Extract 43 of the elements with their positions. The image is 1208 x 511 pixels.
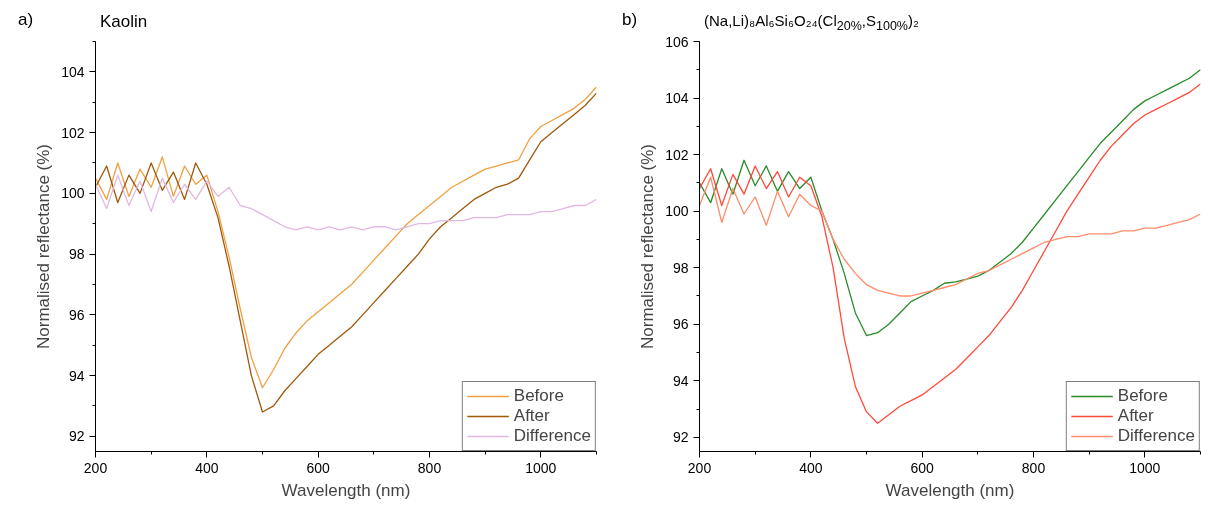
legend-label: After — [1117, 406, 1154, 426]
x-tick-label: 600 — [910, 459, 935, 476]
line-series — [699, 69, 1201, 337]
y-tick-label: 98 — [68, 246, 85, 263]
line-series — [95, 174, 597, 231]
y-tick-label: 106 — [665, 33, 689, 50]
x-tick-label: 1000 — [525, 459, 557, 476]
y-tick-label: 96 — [68, 306, 85, 323]
x-tick-label: 800 — [1021, 459, 1046, 476]
y-tick-label: 94 — [672, 372, 689, 389]
y-tick-label: 104 — [665, 90, 689, 107]
x-tick-label: 400 — [195, 459, 219, 476]
y-tick-label: 100 — [61, 185, 85, 202]
legend-label: Difference — [1117, 426, 1195, 446]
x-tick-label: 800 — [417, 459, 442, 476]
legend-label: Difference — [513, 426, 591, 446]
y-axis-title: Normalised reflectance (%) — [638, 143, 658, 350]
legend-label: Before — [513, 386, 564, 406]
text: b) — [622, 9, 638, 31]
line-series — [699, 83, 1201, 424]
y-tick-label: 96 — [672, 316, 689, 333]
y-tick-label: 92 — [68, 428, 85, 445]
x-tick-label: 400 — [799, 459, 823, 476]
y-tick-label: 94 — [68, 367, 85, 384]
text: a) — [18, 9, 34, 31]
y-tick-label: 104 — [61, 63, 85, 80]
y-tick-label: 102 — [61, 124, 85, 141]
legend-label: Before — [1117, 386, 1168, 406]
x-axis-title: Wavelength (nm) — [281, 480, 411, 500]
y-axis-title: Normalised reflectance (%) — [34, 143, 54, 350]
chart-title: Kaolin — [100, 11, 148, 33]
y-tick-label: 92 — [672, 429, 689, 446]
x-tick-label: 200 — [687, 459, 712, 476]
x-tick-label: 600 — [306, 459, 331, 476]
x-axis-title: Wavelength (nm) — [885, 480, 1015, 500]
y-tick-label: 100 — [665, 203, 689, 220]
line-series — [699, 176, 1201, 297]
y-tick-label: 98 — [672, 259, 689, 276]
x-tick-label: 200 — [83, 459, 108, 476]
chart-title: (Na,Li)₈Al₆Si₆O₂₄(Cl$_{20%}$,S$_{100%}$)₂ — [704, 11, 919, 35]
y-tick-label: 102 — [665, 146, 689, 163]
x-tick-label: 1000 — [1129, 459, 1161, 476]
legend-label: After — [513, 406, 550, 426]
